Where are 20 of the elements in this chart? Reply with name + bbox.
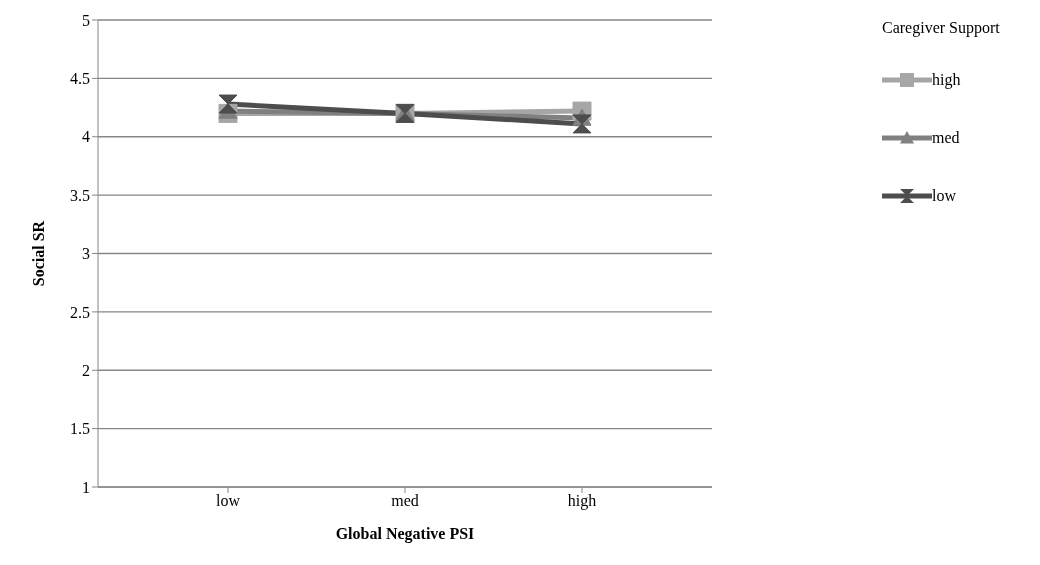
y-tick-label: 5 — [82, 11, 90, 29]
legend-label: high — [932, 71, 961, 89]
legend-label: med — [932, 129, 960, 147]
y-axis-title: Social SR — [29, 220, 47, 287]
y-tick-label: 3 — [82, 245, 90, 263]
point — [572, 114, 592, 134]
y-tick-label: 2.5 — [70, 303, 90, 321]
y-tick-label: 1.5 — [70, 420, 90, 438]
legend-title: Caregiver Support — [882, 18, 1001, 37]
x-tick-label: high — [567, 492, 597, 511]
x-tick-label: low — [216, 492, 241, 510]
x-axis-title: Global Negative PSI — [335, 525, 475, 543]
y-tick-label: 4 — [82, 128, 90, 146]
point — [218, 94, 238, 114]
x-tick-label: med — [391, 492, 419, 510]
y-tick-label: 3.5 — [70, 186, 90, 204]
y-tick-label: 4.5 — [70, 70, 90, 88]
y-tick-label: 1 — [82, 478, 90, 496]
legend-label: low — [932, 187, 956, 205]
y-tick-label: 2 — [82, 361, 90, 379]
